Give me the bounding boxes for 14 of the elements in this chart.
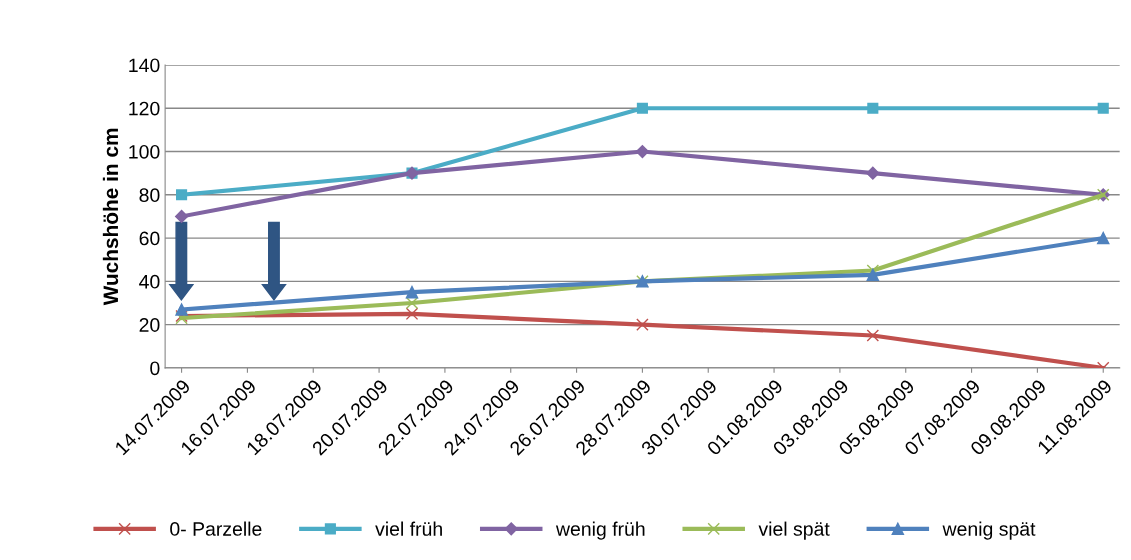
y-tick-label: 140 [129,58,160,73]
y-tick-label: 40 [139,274,160,289]
y-tick-label: 0 [150,361,160,376]
legend-label: viel spät [758,521,830,540]
y-tick-label: 120 [129,101,160,116]
y-tick-label: 60 [139,231,160,246]
legend-label: 0- Parzelle [170,521,262,536]
legend-label: wenig früh [555,521,645,540]
y-axis-title: Wuchshöhe in cm [102,128,119,306]
y-tick-label: 100 [129,144,160,159]
y-tick-label: 80 [139,188,160,203]
legend-label: viel früh [375,521,442,536]
y-tick-label: 20 [139,318,160,332]
legend-label: wenig spät [942,521,1036,540]
